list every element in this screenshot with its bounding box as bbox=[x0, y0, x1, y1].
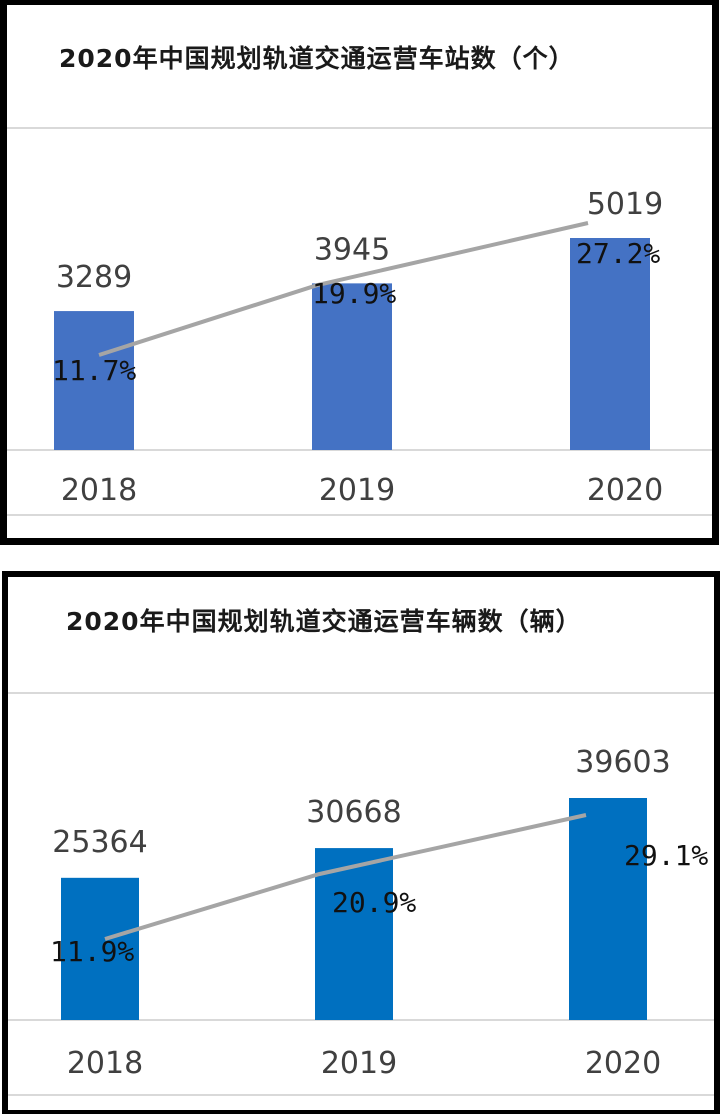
chart-panel-vehicles: 2020年中国规划轨道交通运营车辆数（辆） 25364 30668 39603 11.… bbox=[2, 571, 720, 1114]
growth-label: 11.9% bbox=[50, 935, 134, 968]
x-tick-label: 2018 bbox=[67, 1046, 143, 1081]
growth-label: 27.2% bbox=[576, 237, 660, 270]
chart-stations: 3289 3945 5019 11.7% 19.9% 27.2% 2018 2019 2020 bbox=[7, 127, 712, 516]
bar bbox=[569, 798, 647, 1020]
x-tick-label: 2019 bbox=[319, 473, 395, 508]
value-label: 25364 bbox=[52, 825, 147, 860]
chart-vehicles: 25364 30668 39603 11.9% 20.9% 29.1% 2018 2019 20… bbox=[8, 692, 714, 1096]
value-label: 30668 bbox=[306, 795, 401, 830]
value-label: 39603 bbox=[575, 745, 670, 780]
bar bbox=[570, 238, 650, 450]
growth-label: 29.1% bbox=[624, 839, 708, 872]
x-tick-label: 2020 bbox=[585, 1046, 661, 1081]
growth-label: 20.9% bbox=[332, 886, 416, 919]
chart-panel-stations: 2020年中国规划轨道交通运营车站数（个） 3289 3945 5019 11.7% 1… bbox=[0, 0, 719, 545]
bar bbox=[61, 877, 139, 1020]
value-label: 5019 bbox=[587, 187, 663, 222]
x-tick-label: 2020 bbox=[587, 473, 663, 508]
value-label: 3945 bbox=[314, 232, 390, 267]
growth-label: 19.9% bbox=[312, 277, 396, 310]
chart-title: 2020年中国规划轨道交通运营车站数（个） bbox=[59, 44, 575, 73]
growth-label: 11.7% bbox=[52, 354, 136, 387]
value-label: 3289 bbox=[56, 260, 132, 295]
growth-line bbox=[98, 221, 589, 357]
x-tick-label: 2019 bbox=[321, 1046, 397, 1081]
bar bbox=[312, 283, 392, 450]
x-tick-label: 2018 bbox=[61, 473, 137, 508]
growth-line bbox=[104, 813, 587, 941]
bar bbox=[315, 848, 393, 1020]
chart-title: 2020年中国规划轨道交通运营车辆数（辆） bbox=[66, 607, 582, 636]
bar bbox=[54, 311, 134, 450]
